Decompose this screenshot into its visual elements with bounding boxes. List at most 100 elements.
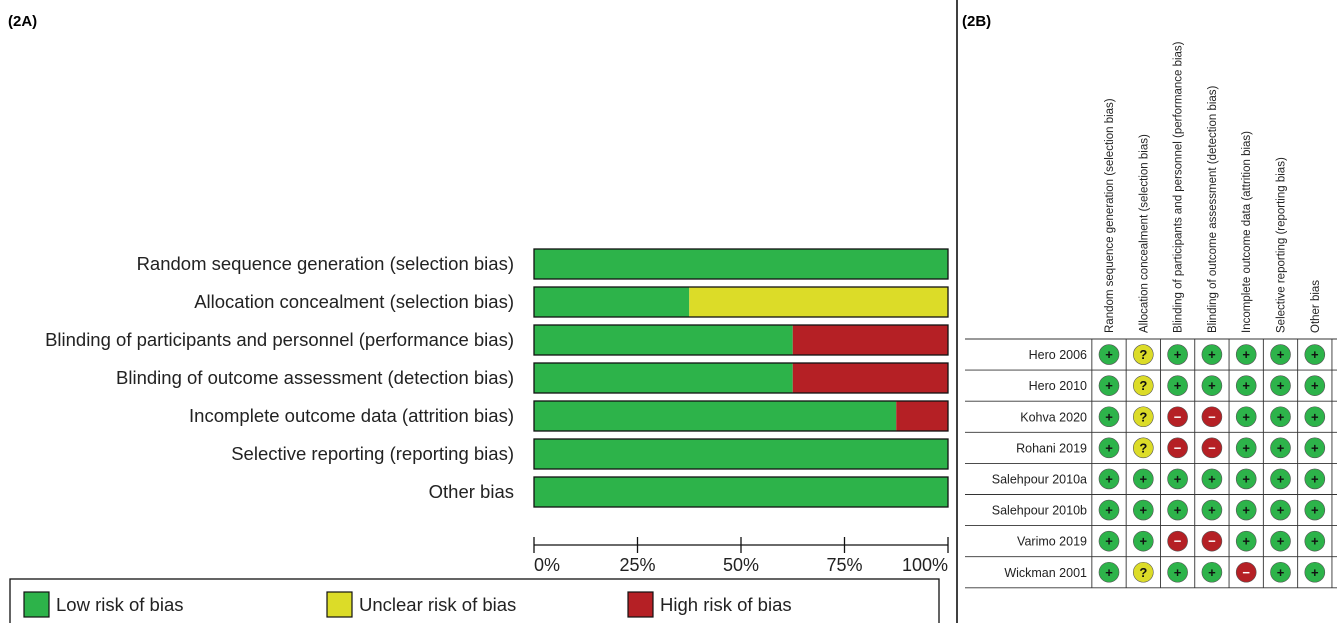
bar-outline — [533, 324, 949, 356]
x-tick-label: 0% — [534, 555, 560, 575]
study-label: Wickman 2001 — [1004, 566, 1087, 580]
bar-outline — [533, 362, 949, 394]
column-header: Incomplete outcome data (attrition bias) — [1241, 131, 1253, 333]
rating-unclear-icon — [1133, 561, 1154, 583]
rating-low-icon — [1098, 375, 1120, 396]
rating-low-icon — [1270, 375, 1291, 396]
rating-unclear-icon — [1133, 437, 1154, 459]
rating-low-icon — [1133, 530, 1154, 552]
rating-symbol: − — [1208, 409, 1216, 424]
rating-symbol: + — [1242, 440, 1250, 455]
study-label: Hero 2010 — [1029, 379, 1087, 393]
rating-symbol: + — [1105, 347, 1113, 362]
rating-symbol: + — [1242, 534, 1250, 549]
legend-label-high: High risk of bias — [660, 594, 792, 615]
rating-low-icon — [1304, 437, 1326, 459]
rating-symbol: + — [1174, 347, 1182, 362]
rating-symbol: + — [1174, 471, 1182, 486]
rating-low-icon — [1235, 406, 1257, 428]
rating-symbol: + — [1311, 534, 1319, 549]
column-header: Allocation concealment (selection bias) — [1138, 134, 1150, 333]
legend-swatch-unclear — [326, 591, 353, 618]
rating-low-icon — [1304, 375, 1326, 396]
rating-low-icon — [1167, 561, 1188, 583]
rating-low-icon — [1098, 530, 1120, 552]
bar-segment-low — [534, 477, 948, 507]
rating-symbol: + — [1140, 471, 1148, 486]
category-label: Selective reporting (reporting bias) — [231, 443, 514, 464]
panel-2a-label: (2A) — [8, 13, 37, 30]
rating-low-icon — [1235, 437, 1257, 459]
bar-outline — [533, 476, 949, 508]
rating-unclear-icon — [1133, 344, 1154, 365]
rating-symbol: ? — [1139, 378, 1147, 393]
rating-symbol: + — [1242, 347, 1250, 362]
rating-symbol: ? — [1139, 440, 1147, 455]
rating-symbol: + — [1311, 347, 1319, 362]
rating-low-icon — [1201, 468, 1223, 490]
study-label: Hero 2006 — [1029, 348, 1087, 362]
bar-outline — [533, 286, 949, 318]
study-label: Varimo 2019 — [1017, 535, 1087, 549]
category-label: Blinding of outcome assessment (detectio… — [116, 367, 514, 388]
rating-low-icon — [1270, 406, 1291, 428]
rating-low-icon — [1201, 499, 1223, 521]
rating-low-icon — [1098, 561, 1120, 583]
rating-low-icon — [1270, 344, 1291, 365]
rating-low-icon — [1304, 406, 1326, 428]
category-label: Incomplete outcome data (attrition bias) — [189, 405, 514, 426]
rating-symbol: + — [1208, 565, 1216, 580]
rating-symbol: − — [1174, 409, 1182, 424]
study-label: Kohva 2020 — [1020, 410, 1087, 424]
study-label: Rohani 2019 — [1016, 441, 1087, 455]
rating-symbol: + — [1311, 378, 1319, 393]
rating-symbol: + — [1174, 503, 1182, 518]
rating-unclear-icon — [1133, 375, 1154, 396]
rating-unclear-icon — [1133, 406, 1154, 428]
bar-segment-low — [534, 439, 948, 469]
rating-low-icon — [1133, 499, 1154, 521]
rating-symbol: + — [1311, 503, 1319, 518]
rating-symbol: + — [1105, 534, 1113, 549]
rating-high-icon — [1201, 530, 1223, 552]
study-label: Salehpour 2010b — [992, 504, 1087, 518]
rating-symbol: + — [1105, 565, 1113, 580]
rating-symbol: + — [1277, 378, 1285, 393]
rating-low-icon — [1270, 468, 1291, 490]
bar-outline — [533, 438, 949, 470]
rating-low-icon — [1098, 437, 1120, 459]
bar-segment-low — [534, 249, 948, 279]
legend-label-low: Low risk of bias — [56, 594, 184, 615]
rating-symbol: + — [1277, 503, 1285, 518]
rating-symbol: + — [1311, 471, 1319, 486]
rating-symbol: + — [1105, 471, 1113, 486]
rating-symbol: ? — [1139, 409, 1147, 424]
rating-low-icon — [1167, 344, 1188, 365]
rating-symbol: + — [1277, 471, 1285, 486]
rating-symbol: + — [1208, 347, 1216, 362]
rating-low-icon — [1235, 468, 1257, 490]
rating-symbol: − — [1174, 440, 1182, 455]
rating-low-icon — [1270, 437, 1291, 459]
column-header: Other bias — [1310, 280, 1322, 333]
bar-segment-high — [792, 363, 948, 393]
rating-symbol: + — [1140, 534, 1148, 549]
rating-symbol: + — [1277, 534, 1285, 549]
rating-symbol: + — [1242, 471, 1250, 486]
rating-low-icon — [1304, 344, 1326, 365]
rating-low-icon — [1098, 344, 1120, 365]
rating-high-icon — [1167, 437, 1188, 459]
category-label: Other bias — [429, 481, 514, 502]
panel-2b-summary-table: (2B) Random sequence generation (selectio… — [962, 13, 1337, 589]
panel-2b-label: (2B) — [962, 13, 991, 30]
bar-segment-low — [534, 287, 690, 317]
rating-low-icon — [1098, 406, 1120, 428]
rating-symbol: + — [1105, 440, 1113, 455]
rating-symbol: + — [1277, 347, 1285, 362]
rating-symbol: − — [1208, 440, 1216, 455]
rating-low-icon — [1167, 375, 1188, 396]
bar-outline — [533, 400, 949, 432]
rating-low-icon — [1304, 499, 1326, 521]
